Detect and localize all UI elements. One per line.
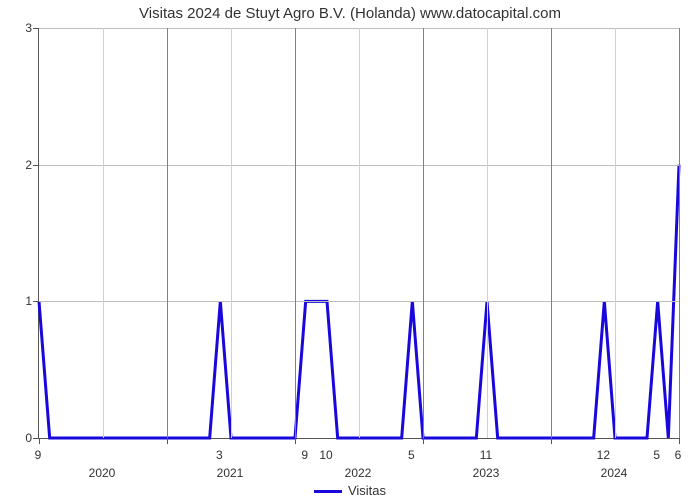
y-tick <box>33 28 39 29</box>
x-tick <box>423 438 424 444</box>
x-year-label: 2022 <box>345 466 372 480</box>
x-value-label: 9 <box>35 448 42 462</box>
x-tick <box>295 438 296 444</box>
x-value-label: 6 <box>675 448 682 462</box>
x-year-label: 2020 <box>89 466 116 480</box>
x-gridline-minor <box>359 28 360 438</box>
x-value-label: 12 <box>597 448 610 462</box>
y-tick-label: 3 <box>16 21 32 35</box>
x-value-label: 3 <box>216 448 223 462</box>
y-tick-label: 1 <box>16 294 32 308</box>
x-gridline-major <box>679 28 680 438</box>
x-tick <box>167 438 168 444</box>
x-gridline-major <box>167 28 168 438</box>
x-gridline-minor <box>615 28 616 438</box>
x-value-label: 5 <box>408 448 415 462</box>
plot-area <box>38 28 679 439</box>
x-value-label: 11 <box>480 448 492 462</box>
x-year-label: 2023 <box>473 466 500 480</box>
legend-label: Visitas <box>348 483 386 498</box>
x-tick <box>551 438 552 444</box>
x-value-label: 10 <box>319 448 332 462</box>
x-gridline-major <box>295 28 296 438</box>
x-value-label: 5 <box>653 448 660 462</box>
chart-container: Visitas 2024 de Stuyt Agro B.V. (Holanda… <box>0 0 700 500</box>
x-gridline-minor <box>231 28 232 438</box>
x-year-label: 2021 <box>217 466 244 480</box>
x-gridline-minor <box>103 28 104 438</box>
x-gridline-minor <box>487 28 488 438</box>
y-tick <box>33 165 39 166</box>
legend-swatch <box>314 490 342 493</box>
chart-title: Visitas 2024 de Stuyt Agro B.V. (Holanda… <box>0 5 700 22</box>
x-tick <box>679 438 680 444</box>
y-tick-label: 0 <box>16 431 32 445</box>
x-gridline-major <box>423 28 424 438</box>
x-value-label: 9 <box>301 448 308 462</box>
x-tick <box>39 438 40 444</box>
x-year-label: 2024 <box>601 466 628 480</box>
x-gridline-major <box>551 28 552 438</box>
y-tick <box>33 301 39 302</box>
y-tick-label: 2 <box>16 158 32 172</box>
legend: Visitas <box>0 483 700 498</box>
